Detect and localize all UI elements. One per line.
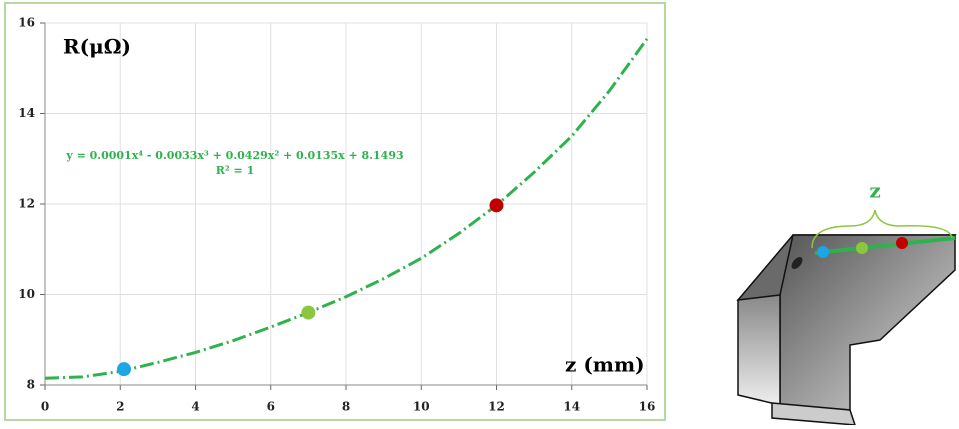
x-tick-label: 12 [488, 400, 505, 414]
probe-blue [817, 246, 829, 258]
x-tick-label: 4 [191, 400, 199, 414]
diagram-label: z [869, 179, 880, 203]
x-tick-label: 16 [639, 400, 656, 414]
measure-line [814, 236, 956, 255]
plot: 0 2 4 6 8 10 12 14 16 8 10 12 14 16 [18, 16, 655, 414]
y-tick-label: 12 [18, 197, 35, 211]
y-tick-label: 14 [18, 106, 35, 120]
probe-green [856, 242, 868, 254]
y-axis-label: R(μΩ) [63, 35, 131, 59]
probe-red [896, 237, 908, 249]
x-tick-label: 0 [41, 400, 49, 414]
x-tick-label: 8 [342, 400, 350, 414]
x-tick-label: 6 [267, 400, 275, 414]
x-tick-label: 10 [413, 400, 430, 414]
hole [791, 257, 803, 269]
x-tick-label: 14 [563, 400, 580, 414]
y-tick-label: 10 [18, 287, 35, 301]
y-tick-label: 8 [27, 378, 35, 392]
equation: y = 0.0001x⁴ - 0.0033x³ + 0.0429x² + 0.0… [65, 149, 403, 162]
fit-curve [44, 37, 649, 380]
brace [811, 209, 953, 249]
chart-frame [4, 2, 666, 421]
y-tick-label: 16 [18, 16, 35, 30]
data-point [301, 305, 316, 320]
x-tick-label: 2 [116, 400, 124, 414]
x-axis-label: z (mm) [565, 353, 645, 377]
bracket-diagram: z [736, 179, 957, 426]
bracket-front [737, 294, 781, 406]
data-point [489, 198, 504, 213]
data-point [117, 362, 132, 377]
r-squared: R² = 1 [216, 164, 255, 177]
bracket-side [779, 234, 956, 411]
